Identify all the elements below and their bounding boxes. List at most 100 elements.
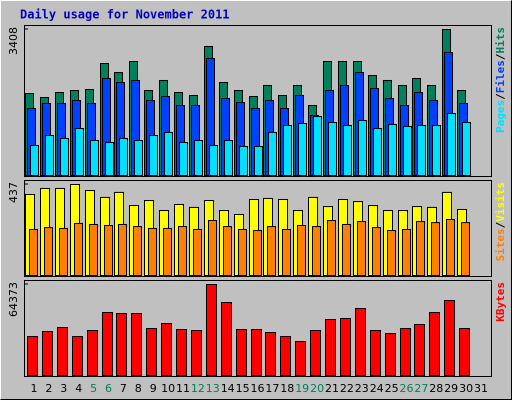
bar [236,328,247,377]
x-tick-label: 14 [221,382,235,395]
bar [400,327,411,376]
bar [461,222,470,276]
bar [343,125,352,176]
bar [251,328,262,377]
bar [146,327,157,376]
bar [268,131,277,177]
bar [193,228,202,276]
bar [72,335,83,376]
bar [105,142,114,176]
bar [388,124,397,176]
bar [416,221,425,276]
legend-entry: Files [494,60,507,93]
x-tick-label: 30 [459,382,473,395]
bar [238,228,247,276]
bar [357,221,366,276]
bar [328,122,337,176]
x-tick-label: 25 [385,382,399,395]
bar [312,226,321,276]
x-tick-label: 24 [370,382,384,395]
bar [223,226,232,276]
bar [355,307,366,376]
bar [265,332,276,377]
bar [462,122,471,176]
bar [179,142,188,176]
bar [60,137,69,176]
x-tick-label: 2 [45,382,52,395]
y-tick-label: 437 [7,182,20,203]
x-tick-label: 1 [31,382,38,395]
x-tick-label: 16 [251,382,265,395]
bar [134,139,143,177]
bar [444,299,455,377]
bar [298,122,307,176]
legend-entry: Hits [494,27,507,54]
x-tick-label: 22 [340,382,354,395]
bar [206,284,217,376]
bar [297,225,306,277]
legend-entry: Pages [494,100,507,133]
bar [59,227,68,277]
bar [30,145,39,176]
legend-entry: KBytes [494,282,507,322]
x-tick-label: 13 [206,382,220,395]
bar [431,222,440,276]
x-tick-label: 12 [191,382,205,395]
bar [446,218,455,276]
legend: KBytes [494,282,507,322]
x-tick-label: 5 [90,382,97,395]
bar [385,332,396,376]
y-tick-label: 3408 [7,27,20,55]
bar [387,230,396,277]
y-tick-label: 64373 [7,282,20,317]
bar [163,227,172,277]
bar [148,227,157,277]
bar [327,220,336,277]
bar [358,119,367,176]
x-tick-label: 11 [176,382,190,395]
bar [119,137,128,176]
bar [280,335,291,376]
bar [267,226,276,276]
legend-separator: / [494,93,507,100]
bar [57,326,68,376]
bar [403,125,412,176]
bar [370,329,381,377]
x-tick-label: 26 [400,382,414,395]
bar [282,228,291,276]
x-tick-label: 20 [310,382,324,395]
bar [429,311,440,376]
bar [313,116,322,176]
x-tick-label: 7 [120,382,127,395]
bar [283,125,292,176]
bar [239,145,248,177]
bar [176,328,187,377]
bar [253,230,262,277]
bar [131,312,142,376]
bar [87,329,98,377]
bar [208,220,217,277]
bar [116,312,127,376]
bar [178,226,187,276]
bar [342,223,351,276]
bar [74,222,83,277]
bar [325,319,336,376]
bar [45,134,54,176]
bar [42,330,53,377]
legend-separator: / [494,221,507,228]
bar [89,223,98,276]
legend-entry: Sites [494,228,507,261]
bar [44,227,53,277]
x-tick-label: 23 [355,382,369,395]
x-tick-label: 10 [161,382,175,395]
bar [102,311,113,376]
x-tick-label: 15 [236,382,250,395]
bar [372,227,381,277]
x-tick-label: 9 [150,382,157,395]
bar [417,125,426,176]
x-tick-label: 27 [414,382,428,395]
bar [221,301,232,376]
bar [90,139,99,177]
